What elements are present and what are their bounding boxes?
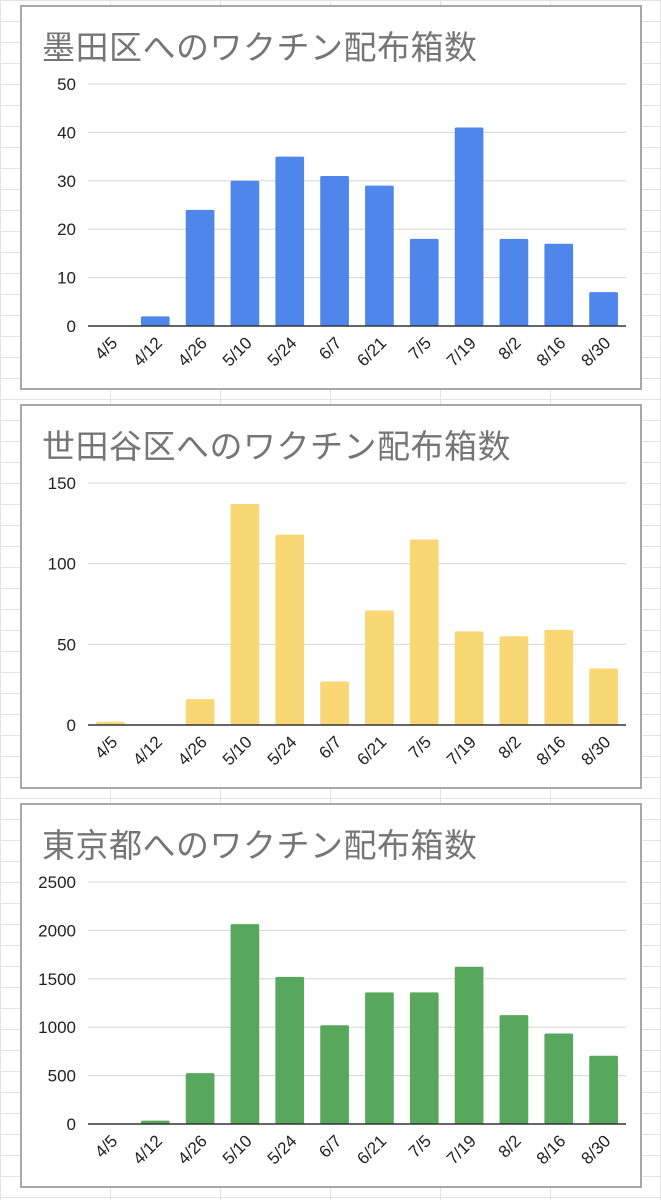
- y-tick-label: 1500: [38, 970, 76, 989]
- x-tick-label: 8/16: [533, 333, 570, 370]
- x-tick-label: 5/10: [219, 1131, 256, 1168]
- x-tick-label: 4/5: [91, 1131, 121, 1161]
- setagaya-chart-panel: 世田谷区へのワクチン配布箱数 0 50 100 150 4/5 4/12 4/26 5/10 5…: [20, 404, 642, 789]
- x-tick-label: 6/7: [315, 732, 345, 762]
- bar-7/5: [409, 992, 439, 1124]
- x-tick-label: 6/21: [353, 732, 390, 769]
- bar-7/19: [454, 631, 484, 725]
- bar-8/2: [499, 238, 529, 326]
- bar-4/26: [185, 699, 215, 725]
- x-tick-label: 4/26: [174, 1131, 211, 1168]
- y-tick-label: 50: [57, 75, 76, 94]
- x-tick-label: 6/21: [353, 1131, 390, 1168]
- bar-4/26: [185, 1073, 215, 1124]
- x-tick-label: 7/19: [443, 732, 480, 769]
- x-tick-label: 4/5: [91, 732, 121, 762]
- chart-title: 世田谷区へのワクチン配布箱数: [42, 427, 511, 466]
- bar-7/5: [409, 238, 439, 326]
- y-tick-label: 150: [48, 474, 76, 493]
- bar-6/21: [365, 610, 394, 725]
- x-tick-label: 6/7: [315, 333, 345, 363]
- y-tick-label: 20: [57, 220, 76, 239]
- x-tick-label: 6/7: [315, 1131, 345, 1161]
- x-tick-label: 7/19: [443, 1131, 480, 1168]
- x-tick-label: 8/2: [495, 333, 525, 363]
- x-tick-label: 8/2: [495, 1131, 525, 1161]
- bar-8/30: [589, 1055, 618, 1124]
- bar-8/30: [589, 292, 618, 326]
- x-tick-label: 4/12: [129, 732, 166, 769]
- x-tick-label: 8/30: [578, 1131, 615, 1168]
- x-tick-label: 8/16: [533, 1131, 570, 1168]
- bar-8/16: [544, 243, 574, 326]
- bar-6/21: [365, 185, 394, 326]
- x-tick-label: 5/24: [264, 732, 301, 769]
- x-tick-label: 5/10: [219, 333, 256, 370]
- x-tick-label: 8/2: [495, 732, 525, 762]
- sumida-chart-panel: 墨田区へのワクチン配布箱数 0 10 20 30 40 50 4/5 4/12 4/26 5/10…: [20, 5, 642, 390]
- bar-5/10: [230, 180, 260, 326]
- y-tick-label: 40: [57, 123, 76, 142]
- bar-8/16: [544, 1033, 574, 1124]
- x-tick-label: 7/5: [405, 333, 435, 363]
- bar-4/12: [140, 316, 170, 326]
- bar-8/2: [499, 636, 529, 725]
- x-tick-label: 4/12: [129, 333, 166, 370]
- bar-5/10: [230, 503, 260, 725]
- bar-7/19: [454, 127, 484, 326]
- x-tick-label: 8/30: [578, 732, 615, 769]
- bar-5/24: [275, 156, 305, 326]
- chart-title: 墨田区へのワクチン配布箱数: [42, 28, 478, 67]
- y-tick-label: 500: [48, 1067, 76, 1086]
- x-tick-label: 4/26: [174, 333, 211, 370]
- x-tick-label: 4/12: [129, 1131, 166, 1168]
- bar-6/7: [320, 175, 349, 326]
- x-tick-label: 4/5: [91, 333, 121, 363]
- bar-4/26: [185, 209, 215, 326]
- bar-5/24: [275, 534, 305, 725]
- bar-8/30: [589, 668, 618, 725]
- y-tick-label: 2500: [38, 873, 76, 892]
- bar-6/7: [320, 681, 349, 725]
- x-tick-label: 5/24: [264, 1131, 301, 1168]
- y-tick-label: 2000: [38, 921, 76, 940]
- bar-5/10: [230, 924, 260, 1124]
- y-tick-label: 1000: [38, 1018, 76, 1037]
- y-tick-label: 0: [67, 317, 76, 336]
- y-tick-label: 0: [67, 716, 76, 735]
- x-tick-label: 7/5: [405, 1131, 435, 1161]
- x-tick-label: 6/21: [353, 333, 390, 370]
- x-tick-label: 7/19: [443, 333, 480, 370]
- x-tick-label: 8/30: [578, 333, 615, 370]
- bar-6/21: [365, 992, 394, 1124]
- bar-4/5: [96, 721, 125, 725]
- bar-8/16: [544, 629, 574, 725]
- bar-6/7: [320, 1025, 349, 1124]
- bar-7/5: [409, 539, 439, 725]
- x-tick-label: 7/5: [405, 732, 435, 762]
- y-tick-label: 100: [48, 555, 76, 574]
- bar-4/12: [140, 1120, 170, 1124]
- chart-title: 東京都へのワクチン配布箱数: [42, 826, 478, 865]
- x-tick-label: 8/16: [533, 732, 570, 769]
- y-tick-label: 30: [57, 172, 76, 191]
- bar-8/2: [499, 1015, 529, 1124]
- y-tick-label: 0: [67, 1115, 76, 1134]
- y-tick-label: 50: [57, 635, 76, 654]
- bar-5/24: [275, 976, 305, 1124]
- x-tick-label: 5/10: [219, 732, 256, 769]
- x-tick-label: 5/24: [264, 333, 301, 370]
- tokyo-bar-chart: 0 500 1000 1500 2000 2500 4/5 4/12 4/26 5/10 5/24 6…: [38, 873, 626, 1168]
- x-tick-label: 4/26: [174, 732, 211, 769]
- setagaya-bar-chart: 0 50 100 150 4/5 4/12 4/26 5/10 5/24 6/7 6/21 7/5 7/…: [48, 474, 626, 769]
- tokyo-chart-panel: 東京都へのワクチン配布箱数 0 500 1000 1500 2000 2500 4/5 4/1…: [20, 803, 642, 1188]
- sumida-bar-chart: 0 10 20 30 40 50 4/5 4/12 4/26 5/10 5/24 6/7 6/21 7/5…: [57, 75, 626, 370]
- bar-7/19: [454, 966, 484, 1124]
- y-tick-label: 10: [57, 269, 76, 288]
